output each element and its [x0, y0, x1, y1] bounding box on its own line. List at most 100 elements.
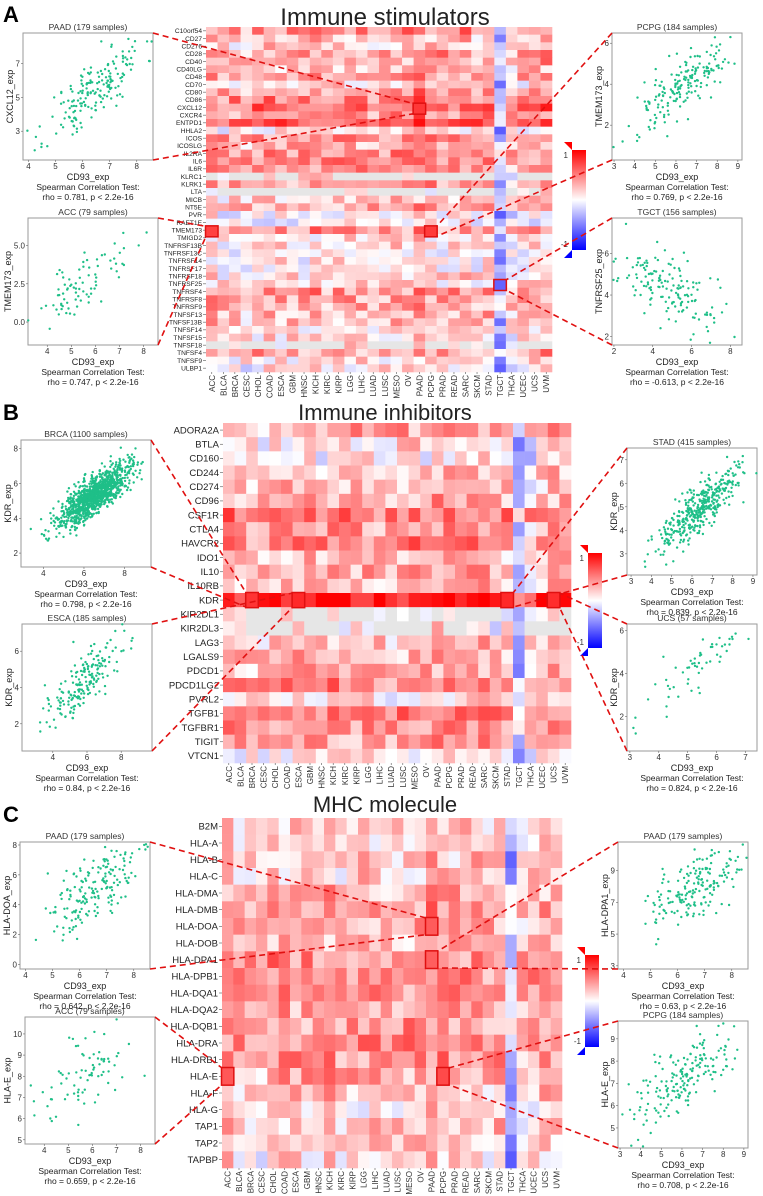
heatmap-cell	[547, 663, 560, 679]
heatmap-cell	[466, 423, 479, 438]
heatmap-cell	[281, 465, 293, 480]
scatter-point	[99, 95, 102, 98]
scatter-point	[67, 691, 71, 694]
heatmap-cell	[206, 218, 218, 227]
heatmap-cell	[246, 508, 259, 523]
heatmap-cell	[559, 465, 572, 480]
heatmap-cell	[344, 172, 357, 181]
heatmap-cell	[402, 180, 414, 189]
heatmap-cell	[217, 149, 230, 158]
scatter-point	[705, 70, 709, 73]
scatter-point	[698, 526, 702, 529]
heatmap-cell	[217, 111, 230, 120]
heatmap-cell	[263, 188, 276, 196]
scatter-point	[118, 93, 122, 96]
heatmap-cell	[413, 280, 426, 288]
scatter-point	[668, 54, 671, 58]
y-tick-label: 3	[16, 127, 21, 136]
heatmap-cell	[286, 111, 299, 120]
scatter-point	[119, 459, 122, 462]
scatter-point	[680, 310, 684, 313]
heatmap-cell	[547, 578, 560, 594]
heatmap-cell	[431, 578, 444, 594]
heatmap-cell	[367, 142, 380, 150]
scatter-point	[94, 101, 98, 104]
heatmap-cell	[327, 423, 340, 438]
scatter-point	[82, 477, 86, 480]
heatmap-cell	[240, 211, 253, 219]
heatmap-cell	[402, 211, 414, 219]
scatter-point	[665, 519, 668, 523]
heatmap-cell	[517, 188, 530, 196]
heatmap-cell	[263, 203, 276, 212]
column-label: KIRP	[352, 766, 361, 785]
heatmap-cell	[471, 172, 484, 181]
scatter-point	[724, 482, 727, 485]
heatmap-cell	[482, 188, 495, 196]
scatter-point	[708, 341, 712, 344]
heatmap-cell	[275, 149, 288, 158]
heatmap-cell	[397, 423, 409, 438]
heatmap-cell	[448, 126, 461, 135]
scatter-point	[83, 251, 86, 254]
heatmap-cell	[489, 593, 502, 608]
heatmap-cell	[489, 621, 502, 636]
heatmap-cell	[233, 868, 245, 885]
scatter-point	[101, 493, 104, 496]
scatter-point	[705, 661, 708, 664]
heatmap-cell	[478, 692, 491, 707]
scatter-point	[90, 475, 94, 478]
heatmap-cell	[362, 635, 375, 650]
scatter-point	[710, 488, 713, 491]
panel-a: A Immune stimulatorsC10orf54CD27CD276CD28…	[3, 2, 743, 399]
heatmap-cell	[459, 165, 472, 173]
scatter-point	[693, 55, 697, 58]
scatter-point	[110, 482, 113, 485]
heatmap-cell	[240, 149, 253, 158]
heatmap-cell	[455, 465, 467, 480]
heatmap-cell	[528, 234, 541, 242]
heatmap-cell	[443, 437, 456, 452]
heatmap-cell	[373, 706, 386, 721]
heatmap-cell	[344, 57, 357, 66]
heatmap-cell	[321, 249, 334, 258]
scatter-point	[682, 520, 686, 523]
scatter-point	[674, 305, 677, 308]
scatter-point	[80, 657, 83, 660]
scatter-point	[694, 524, 697, 527]
scatter-point	[120, 80, 123, 83]
scatter-point	[656, 240, 659, 244]
heatmap-cell	[373, 578, 386, 594]
heatmap-cell	[246, 536, 259, 551]
heatmap-cell	[269, 678, 282, 693]
scatter-point	[716, 278, 720, 281]
heatmap-cell	[501, 621, 514, 636]
row-label: HLA-B	[190, 855, 218, 866]
heatmap-cell	[362, 493, 375, 509]
heatmap-cell	[524, 678, 537, 693]
scatter-point	[621, 140, 624, 143]
heatmap-cell	[385, 578, 398, 594]
scatter-point	[646, 553, 649, 556]
column-label: BRCA	[248, 765, 257, 788]
heatmap-cell	[263, 142, 276, 150]
scatter-point	[726, 480, 729, 483]
scatter-point	[89, 79, 92, 82]
heatmap-cell	[431, 465, 444, 480]
heatmap-cell	[390, 126, 403, 135]
scatter-point	[65, 499, 69, 503]
y-tick-label: 0.0	[14, 318, 26, 327]
heatmap-cell	[379, 180, 391, 189]
scatter-point	[678, 105, 682, 108]
heatmap-cell	[466, 564, 479, 580]
heatmap-cell	[223, 536, 235, 551]
scatter-point	[89, 502, 93, 505]
scatter-point	[109, 75, 112, 78]
heatmap-cell	[390, 188, 403, 196]
scatter-point	[56, 696, 59, 699]
heatmap-cell	[482, 333, 495, 342]
panel-letter: B	[3, 400, 19, 425]
scatter-point	[687, 504, 690, 507]
heatmap-cell	[269, 451, 282, 466]
scatter-point	[722, 498, 725, 501]
